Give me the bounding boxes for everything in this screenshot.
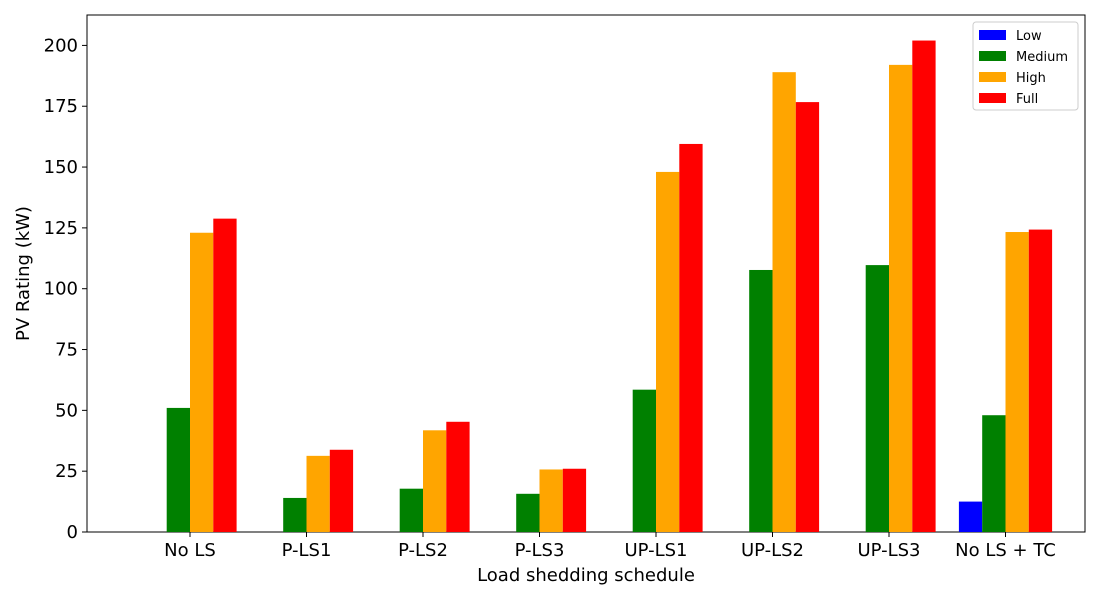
bar-high-7 (1005, 232, 1029, 532)
y-tick-label: 150 (44, 157, 78, 178)
bar-high-0 (190, 232, 214, 532)
bar-medium-0 (166, 407, 190, 532)
x-tick-label: No LS + TC (955, 540, 1056, 561)
x-tick-label: P-LS3 (515, 540, 565, 561)
y-tick-label: 0 (67, 522, 78, 543)
x-axis: No LS P-LS1 P-LS2 P-LS3 UP-LS1 UP-LS2 UP-LS3 No… (164, 532, 1056, 561)
bar-medium-4 (632, 389, 656, 532)
y-tick-label: 50 (55, 400, 78, 421)
y-tick-label: 125 (44, 218, 78, 239)
bars-group (166, 40, 1053, 533)
x-axis-label: Load shedding schedule (477, 565, 695, 586)
y-tick-label: 25 (55, 461, 78, 482)
bar-medium-1 (283, 497, 307, 532)
bar-full-0 (213, 218, 237, 532)
bar-medium-6 (865, 265, 889, 532)
legend-box (972, 21, 1079, 111)
legend-label-full: Full (1016, 92, 1038, 107)
legend-label-high: High (1016, 71, 1046, 86)
bar-high-2 (423, 430, 447, 532)
x-tick-label: No LS (164, 540, 216, 561)
bar-high-5 (772, 72, 796, 532)
legend-label-low: Low (1016, 29, 1042, 44)
bar-medium-5 (749, 269, 773, 532)
x-tick-label: UP-LS1 (624, 540, 687, 561)
y-tick-label: 175 (44, 96, 78, 117)
bar-high-4 (656, 171, 680, 532)
y-axis-label: PV Rating (kW) (13, 206, 34, 341)
bar-full-6 (912, 40, 936, 532)
y-tick-label: 200 (44, 35, 78, 56)
x-tick-label: P-LS1 (282, 540, 332, 561)
bar-full-3 (562, 468, 587, 532)
legend-swatch-low (979, 30, 1006, 40)
bar-medium-3 (516, 493, 540, 532)
bar-full-1 (329, 449, 354, 532)
legend-swatch-high (979, 72, 1006, 82)
legend: Low Medium High Full (972, 21, 1079, 111)
bar-medium-7 (982, 415, 1006, 532)
x-tick-label: UP-LS2 (741, 540, 804, 561)
bar-full-5 (795, 102, 820, 532)
legend-swatch-medium (979, 51, 1006, 61)
legend-label-medium: Medium (1016, 50, 1068, 65)
bar-full-7 (1028, 229, 1053, 532)
legend-swatch-full (979, 93, 1006, 103)
x-tick-label: UP-LS3 (857, 540, 920, 561)
y-tick-label: 100 (44, 279, 78, 300)
bar-full-2 (446, 421, 470, 532)
bar-low-7 (958, 501, 983, 532)
bar-medium-2 (399, 488, 423, 532)
bar-full-4 (679, 143, 703, 533)
y-axis: 0 25 50 75 100 125 150 175 200 (44, 35, 87, 543)
bar-high-1 (306, 455, 330, 532)
bar-high-3 (539, 469, 563, 532)
x-tick-label: P-LS2 (398, 540, 448, 561)
bar-high-6 (889, 64, 913, 532)
y-tick-label: 75 (55, 340, 78, 361)
